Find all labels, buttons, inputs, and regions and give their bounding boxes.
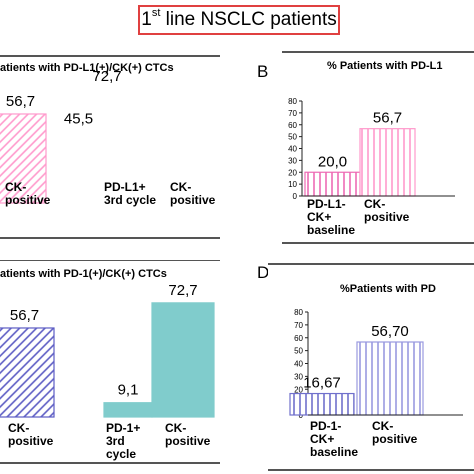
bar-value-label: 56,70	[371, 323, 409, 340]
category-label-line: positive	[364, 210, 410, 224]
bar-value-label: 72,7	[92, 68, 121, 85]
category-label-line: baseline	[310, 445, 358, 459]
y-tick-label: 30	[288, 156, 297, 165]
category-label-line: positive	[372, 432, 418, 446]
y-tick-label: 80	[288, 97, 297, 106]
category-label-line: 3rd	[106, 434, 125, 448]
chart-d: %Patients with PD0102030405060708016,675…	[268, 263, 474, 471]
category-label-line: CK-	[5, 180, 26, 194]
bar-value-label: 56,7	[10, 307, 39, 324]
category-label-line: CK-	[8, 421, 29, 435]
category-label-line: CK-	[165, 421, 186, 435]
y-tick-label: 60	[288, 121, 297, 130]
category-label: CK-positive	[5, 180, 51, 207]
y-tick-label: 70	[288, 109, 297, 118]
bar	[356, 341, 424, 416]
y-tick-label: 40	[294, 360, 303, 369]
bar	[0, 327, 55, 418]
panel-letter-b: B	[257, 62, 269, 81]
bar-value-label: 56,7	[6, 93, 35, 110]
category-label: CK-positive	[364, 197, 410, 224]
chart-c: atients with PD-1(+)/CK(+) CTCs 56,7 9,1 72…	[0, 260, 220, 464]
bar	[103, 402, 153, 418]
category-label-line: CK-	[170, 180, 191, 194]
y-tick-label: 50	[288, 133, 297, 142]
bar	[304, 171, 361, 197]
bar-value-label: 45,5	[64, 111, 93, 128]
chart-b: % Patients with PD-L1 0 10 20 30 40 50 60 70 80 20…	[282, 51, 474, 244]
y-tick-label: 80	[294, 308, 303, 317]
bar	[151, 302, 215, 418]
title-rest: line NSCLC patients	[160, 9, 337, 30]
category-label-line: PD-1-	[310, 419, 341, 433]
category-label-line: cycle	[106, 447, 136, 461]
category-label: CK-positive	[8, 421, 54, 448]
category-label: PD-1-CK+ baseline	[310, 419, 358, 459]
category-label-line: CK+	[310, 432, 334, 446]
category-label-line: PD-L1-	[307, 197, 346, 211]
y-tick-label: 10	[288, 180, 297, 189]
category-label: PD-L1+ 3rd cycle	[104, 180, 156, 207]
title-main: 1	[141, 9, 152, 30]
panel-title: % Patients with PD-L1	[327, 60, 443, 72]
category-label-line: PD-1+	[106, 421, 140, 435]
category-label-line: CK-	[372, 419, 393, 433]
bar	[0, 113, 47, 204]
bar	[289, 392, 355, 416]
chart-a: atients with PD-L1(+)/CK(+) CTCs 56,7 45,5…	[0, 55, 220, 239]
bar-value-label: 56,7	[373, 110, 402, 127]
category-label-line: positive	[165, 434, 211, 448]
y-tick-label: 60	[294, 334, 303, 343]
y-tick-label: 20	[288, 168, 297, 177]
y-tick-label: 30	[294, 372, 303, 381]
title-sup: st	[151, 7, 161, 19]
y-tick-label: 0	[293, 192, 298, 201]
panel-title: atients with PD-1(+)/CK(+) CTCs	[0, 268, 167, 280]
category-label-line: 3rd cycle	[104, 193, 156, 207]
category-label-line: positive	[5, 193, 51, 207]
category-label-line: positive	[170, 193, 216, 207]
category-label-line: CK+	[307, 210, 331, 224]
bar-value-label: 20,0	[318, 153, 347, 170]
y-tick-label: 70	[294, 321, 303, 330]
category-label: PD-L1-CK+ baseline	[307, 197, 355, 237]
y-tick-label: 50	[294, 347, 303, 356]
panel-letter-d: D	[257, 263, 270, 282]
bar-value-label: 16,67	[303, 375, 341, 392]
category-label-line: PD-L1+	[104, 180, 146, 194]
panel-title: atients with PD-L1(+)/CK(+) CTCs	[0, 62, 174, 74]
panel-title: %Patients with PD	[340, 283, 436, 295]
bar-value-label: 72,7	[168, 282, 197, 299]
bar-value-label: 9,1	[118, 382, 139, 399]
category-label: PD-1+ 3rd cycle	[106, 421, 140, 461]
y-tick-label: 20	[294, 385, 303, 394]
y-tick-label: 40	[288, 145, 297, 154]
category-label-line: positive	[8, 434, 54, 448]
category-label: CK-positive	[165, 421, 211, 448]
bar	[359, 128, 416, 197]
category-label-line: CK-	[364, 197, 385, 211]
category-label: CK-positive	[170, 180, 216, 207]
category-label-line: baseline	[307, 223, 355, 237]
category-label: CK-positive	[372, 419, 418, 446]
